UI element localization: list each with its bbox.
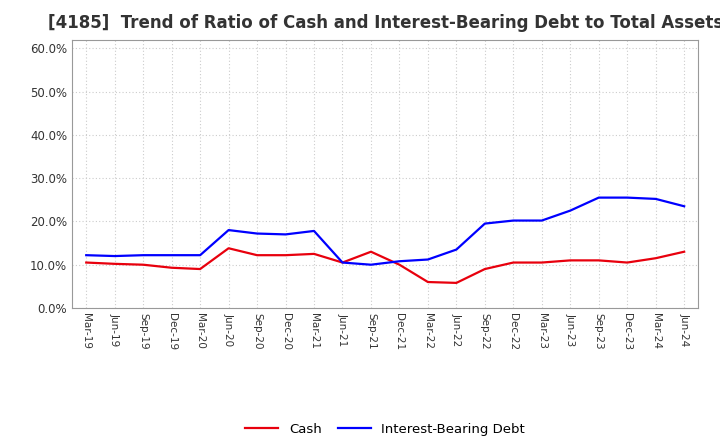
Interest-Bearing Debt bbox=[253, 231, 261, 236]
Cash bbox=[110, 261, 119, 267]
Interest-Bearing Debt bbox=[480, 221, 489, 226]
Cash bbox=[282, 253, 290, 258]
Cash bbox=[652, 256, 660, 261]
Cash bbox=[253, 253, 261, 258]
Cash bbox=[366, 249, 375, 254]
Interest-Bearing Debt bbox=[395, 259, 404, 264]
Interest-Bearing Debt bbox=[310, 228, 318, 234]
Interest-Bearing Debt bbox=[366, 262, 375, 268]
Interest-Bearing Debt bbox=[110, 253, 119, 259]
Cash bbox=[139, 262, 148, 268]
Interest-Bearing Debt bbox=[537, 218, 546, 223]
Interest-Bearing Debt bbox=[680, 204, 688, 209]
Cash bbox=[423, 279, 432, 285]
Cash bbox=[310, 251, 318, 257]
Cash bbox=[225, 246, 233, 251]
Cash bbox=[167, 265, 176, 270]
Cash bbox=[338, 260, 347, 265]
Interest-Bearing Debt bbox=[282, 232, 290, 237]
Interest-Bearing Debt bbox=[82, 253, 91, 258]
Cash bbox=[623, 260, 631, 265]
Interest-Bearing Debt bbox=[595, 195, 603, 200]
Cash bbox=[537, 260, 546, 265]
Line: Cash: Cash bbox=[86, 248, 684, 283]
Interest-Bearing Debt bbox=[338, 260, 347, 265]
Interest-Bearing Debt bbox=[509, 218, 518, 223]
Interest-Bearing Debt bbox=[452, 247, 461, 252]
Cash bbox=[480, 266, 489, 271]
Interest-Bearing Debt bbox=[167, 253, 176, 258]
Legend: Cash, Interest-Bearing Debt: Cash, Interest-Bearing Debt bbox=[240, 418, 530, 440]
Cash bbox=[509, 260, 518, 265]
Interest-Bearing Debt bbox=[423, 257, 432, 262]
Interest-Bearing Debt bbox=[566, 208, 575, 213]
Cash bbox=[680, 249, 688, 254]
Cash bbox=[452, 280, 461, 286]
Line: Interest-Bearing Debt: Interest-Bearing Debt bbox=[86, 198, 684, 265]
Cash bbox=[196, 266, 204, 271]
Cash bbox=[595, 258, 603, 263]
Cash bbox=[395, 262, 404, 268]
Interest-Bearing Debt bbox=[196, 253, 204, 258]
Interest-Bearing Debt bbox=[652, 196, 660, 202]
Title: [4185]  Trend of Ratio of Cash and Interest-Bearing Debt to Total Assets: [4185] Trend of Ratio of Cash and Intere… bbox=[48, 15, 720, 33]
Interest-Bearing Debt bbox=[225, 227, 233, 233]
Cash bbox=[82, 260, 91, 265]
Interest-Bearing Debt bbox=[623, 195, 631, 200]
Cash bbox=[566, 258, 575, 263]
Interest-Bearing Debt bbox=[139, 253, 148, 258]
